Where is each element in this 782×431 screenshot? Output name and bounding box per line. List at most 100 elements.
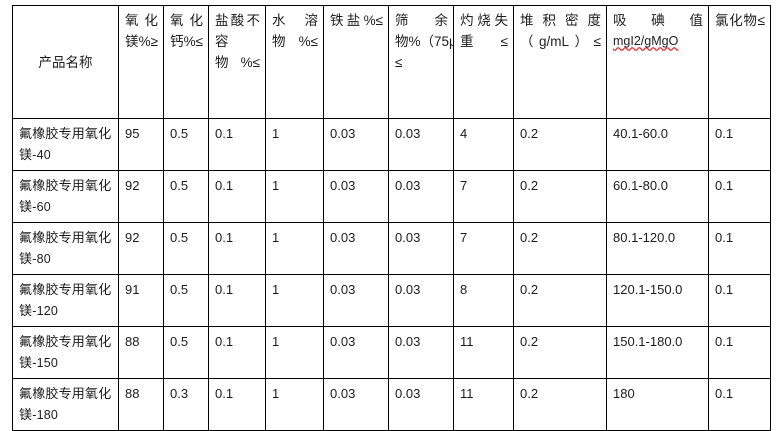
cell-bulk-density: 0.2 <box>513 170 607 223</box>
cell-chloride: 0.1 <box>708 170 771 223</box>
cell-sieve-residue: 0.03 <box>388 222 454 275</box>
header-cell-magnesium-oxide: 氧化镁%≥ <box>118 5 164 119</box>
header-cell-sieve-residue: 筛余物%（75μm）≤ <box>388 5 454 119</box>
cell-bulk-density: 0.2 <box>513 274 607 327</box>
header-unit-iodine-absorption: mgI2/gMgO <box>613 34 679 48</box>
cell-product-name: 氟橡胶专用氧化镁-180 <box>12 378 119 431</box>
product-name-main: 氟橡胶专用氧化镁 <box>19 386 112 422</box>
cell-water-soluble: 1 <box>265 118 324 171</box>
cell-sieve-residue: 0.03 <box>388 170 454 223</box>
cell-bulk-density: 0.2 <box>513 378 607 431</box>
header-cell-product-name: 产品名称 <box>12 5 119 119</box>
product-name-suffix: -40 <box>32 148 51 162</box>
header-cell-iron-salt: 铁盐%≤ <box>323 5 389 119</box>
cell-magnesium-oxide: 92 <box>118 170 164 223</box>
header-cell-ignition-loss: 灼烧失重≤ <box>453 5 514 119</box>
cell-chloride: 0.1 <box>708 222 771 275</box>
cell-hcl-insoluble: 0.1 <box>208 326 266 379</box>
cell-magnesium-oxide: 92 <box>118 222 164 275</box>
cell-hcl-insoluble: 0.1 <box>208 378 266 431</box>
cell-magnesium-oxide: 95 <box>118 118 164 171</box>
cell-calcium-oxide: 0.3 <box>163 378 209 431</box>
cell-iron-salt: 0.03 <box>323 118 389 171</box>
header-label-sieve-residue: 筛余物%（75μm）≤ <box>395 13 453 70</box>
cell-calcium-oxide: 0.5 <box>163 274 209 327</box>
cell-product-name: 氟橡胶专用氧化镁-80 <box>12 222 119 275</box>
cell-ignition-loss: 11 <box>453 378 514 431</box>
cell-bulk-density: 0.2 <box>513 222 607 275</box>
header-cell-bulk-density: 堆积密度（g/mL）≤ <box>513 5 607 119</box>
product-name-suffix: -80 <box>32 252 51 266</box>
cell-ignition-loss: 7 <box>453 222 514 275</box>
header-label-iodine-absorption: 吸碘值 <box>613 13 703 28</box>
cell-iron-salt: 0.03 <box>323 326 389 379</box>
cell-iron-salt: 0.03 <box>323 378 389 431</box>
cell-iodine-absorption: 150.1-180.0 <box>606 326 709 379</box>
cell-ignition-loss: 11 <box>453 326 514 379</box>
cell-water-soluble: 1 <box>265 222 324 275</box>
cell-iron-salt: 0.03 <box>323 170 389 223</box>
cell-product-name: 氟橡胶专用氧化镁-60 <box>12 170 119 223</box>
header-label-iron-salt: 铁盐%≤ <box>330 13 383 28</box>
header-cell-hcl-insoluble: 盐酸不容物%≤ <box>208 5 266 119</box>
table-row: 氟橡胶专用氧化镁-60 92 0.5 0.1 1 0.03 0.03 7 0.2… <box>12 170 771 223</box>
cell-iodine-absorption: 60.1-80.0 <box>606 170 709 223</box>
cell-ignition-loss: 8 <box>453 274 514 327</box>
table-row: 氟橡胶专用氧化镁-180 88 0.3 0.1 1 0.03 0.03 11 0… <box>12 378 771 431</box>
cell-iodine-absorption: 80.1-120.0 <box>606 222 709 275</box>
cell-sieve-residue: 0.03 <box>388 326 454 379</box>
cell-sieve-residue: 0.03 <box>388 378 454 431</box>
header-cell-calcium-oxide: 氧化钙%≤ <box>163 5 209 119</box>
product-name-main: 氟橡胶专用氧化镁 <box>19 334 112 370</box>
header-label-water-soluble: 水溶物%≤ <box>272 13 318 49</box>
header-cell-chloride: 氯化物≤ <box>708 5 771 119</box>
table-row: 氟橡胶专用氧化镁-80 92 0.5 0.1 1 0.03 0.03 7 0.2… <box>12 222 771 275</box>
cell-magnesium-oxide: 88 <box>118 326 164 379</box>
cell-chloride: 0.1 <box>708 118 771 171</box>
cell-iodine-absorption: 180 <box>606 378 709 431</box>
header-label-bulk-density: 堆积密度（g/mL）≤ <box>520 13 601 49</box>
cell-product-name: 氟橡胶专用氧化镁-40 <box>12 118 119 171</box>
cell-bulk-density: 0.2 <box>513 118 607 171</box>
cell-sieve-residue: 0.03 <box>388 274 454 327</box>
cell-bulk-density: 0.2 <box>513 326 607 379</box>
table-row: 氟橡胶专用氧化镁-40 95 0.5 0.1 1 0.03 0.03 4 0.2… <box>12 118 771 171</box>
cell-hcl-insoluble: 0.1 <box>208 274 266 327</box>
header-cell-iodine-absorption: 吸碘值 mgI2/gMgO <box>606 5 709 119</box>
header-label-calcium-oxide: 氧化钙%≤ <box>170 13 203 49</box>
table-row: 氟橡胶专用氧化镁-150 88 0.5 0.1 1 0.03 0.03 11 0… <box>12 326 771 379</box>
header-label-product-name: 产品名称 <box>38 54 93 70</box>
cell-iron-salt: 0.03 <box>323 222 389 275</box>
product-name-suffix: -60 <box>32 200 51 214</box>
header-label-hcl-insoluble: 盐酸不容物%≤ <box>215 13 260 70</box>
header-label-magnesium-oxide: 氧化镁%≥ <box>125 13 158 49</box>
product-name-main: 氟橡胶专用氧化镁 <box>19 126 112 162</box>
cell-calcium-oxide: 0.5 <box>163 326 209 379</box>
header-label-ignition-loss: 灼烧失重≤ <box>460 13 508 49</box>
cell-ignition-loss: 4 <box>453 118 514 171</box>
cell-ignition-loss: 7 <box>453 170 514 223</box>
cell-calcium-oxide: 0.5 <box>163 118 209 171</box>
product-name-suffix: -120 <box>32 304 59 318</box>
cell-calcium-oxide: 0.5 <box>163 222 209 275</box>
cell-iron-salt: 0.03 <box>323 274 389 327</box>
cell-calcium-oxide: 0.5 <box>163 170 209 223</box>
product-specification-table: 产品名称 氧化镁%≥ 氧化钙%≤ 盐酸不容物%≤ 水溶物%≤ 铁盐%≤ <box>12 5 771 431</box>
cell-chloride: 0.1 <box>708 378 771 431</box>
cell-iodine-absorption: 40.1-60.0 <box>606 118 709 171</box>
cell-chloride: 0.1 <box>708 326 771 379</box>
cell-magnesium-oxide: 91 <box>118 274 164 327</box>
table-header-row: 产品名称 氧化镁%≥ 氧化钙%≤ 盐酸不容物%≤ 水溶物%≤ 铁盐%≤ <box>12 5 771 119</box>
product-name-suffix: -180 <box>32 408 59 422</box>
table-row: 氟橡胶专用氧化镁-120 91 0.5 0.1 1 0.03 0.03 8 0.… <box>12 274 771 327</box>
cell-hcl-insoluble: 0.1 <box>208 118 266 171</box>
cell-sieve-residue: 0.03 <box>388 118 454 171</box>
cell-water-soluble: 1 <box>265 274 324 327</box>
header-cell-water-soluble: 水溶物%≤ <box>265 5 324 119</box>
cell-hcl-insoluble: 0.1 <box>208 170 266 223</box>
cell-product-name: 氟橡胶专用氧化镁-150 <box>12 326 119 379</box>
cell-magnesium-oxide: 88 <box>118 378 164 431</box>
product-name-suffix: -150 <box>32 356 59 370</box>
cell-water-soluble: 1 <box>265 378 324 431</box>
